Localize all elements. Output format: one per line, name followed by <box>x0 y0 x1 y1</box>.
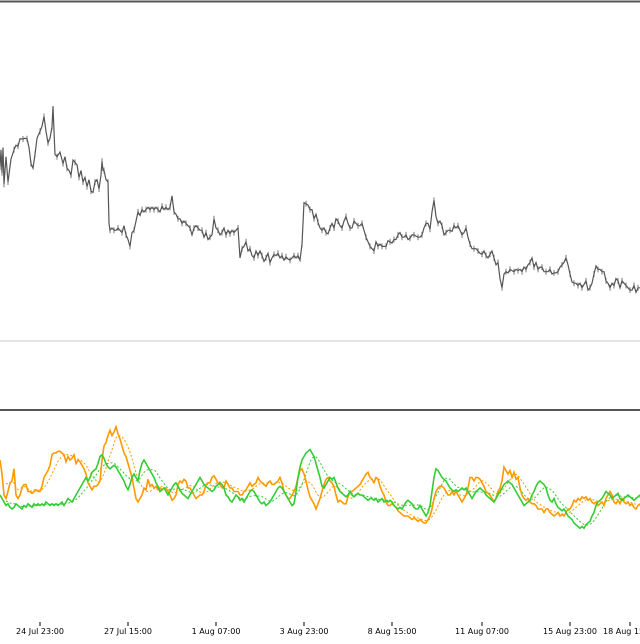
x-tick-label: 27 Jul 15:00 <box>104 627 152 636</box>
x-tick-label: 18 Aug 15:00 <box>603 627 640 636</box>
x-axis: 24 Jul 23:00 27 Jul 15:00 1 Aug 07:00 3 Aug… <box>16 622 640 636</box>
orange-line <box>0 424 640 524</box>
x-tick-label: 24 Jul 23:00 <box>16 627 64 636</box>
indicator-panel <box>0 424 640 530</box>
x-tick-label: 15 Aug 23:00 <box>543 627 597 636</box>
x-tick-label: 3 Aug 23:00 <box>280 627 329 636</box>
x-tick-label: 1 Aug 07:00 <box>192 627 241 636</box>
green-line <box>0 448 640 530</box>
x-tick-label: 8 Aug 15:00 <box>368 627 417 636</box>
price-panel <box>0 106 640 295</box>
x-tick-label: 11 Aug 07:00 <box>455 627 509 636</box>
